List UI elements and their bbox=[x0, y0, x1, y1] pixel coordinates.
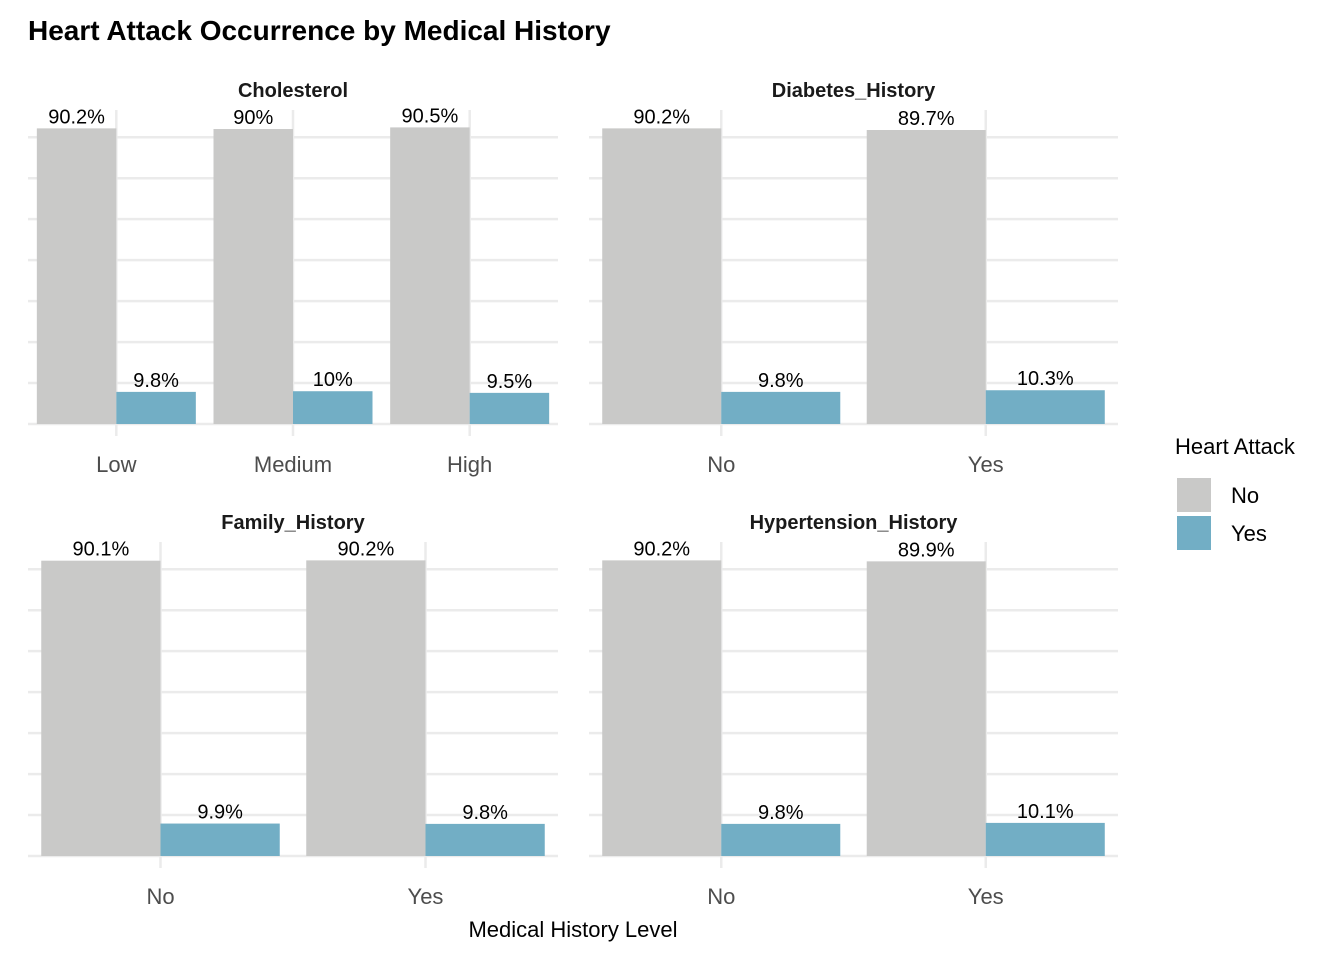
data-label: 9.8% bbox=[462, 802, 508, 824]
facet-panels: 90.2% 9.8% Low 90% 10% Medium 90.5% 9.5% High Cho… bbox=[28, 75, 1118, 909]
x-tick-label: No bbox=[707, 884, 735, 909]
legend-label: No bbox=[1231, 483, 1259, 508]
facet-panel-2: 90.2% 9.8% No 89.7% 10.3% Yes Diabetes_History bbox=[589, 75, 1118, 477]
bar-yes-medium bbox=[293, 391, 373, 424]
data-label: 9.8% bbox=[133, 370, 179, 392]
bar-no-no bbox=[602, 560, 722, 856]
bar-yes-yes bbox=[985, 822, 1105, 856]
bar-yes-low bbox=[116, 391, 196, 424]
data-label: 9.8% bbox=[758, 802, 804, 824]
x-axis-title: Medical History Level bbox=[468, 917, 677, 942]
bar-yes-no bbox=[721, 391, 841, 424]
data-label: 90.1% bbox=[73, 539, 130, 561]
facet-title: Hypertension_History bbox=[750, 512, 959, 534]
bar-no-low bbox=[36, 128, 117, 425]
data-label: 90.2% bbox=[338, 538, 395, 560]
facet-title: Diabetes_History bbox=[772, 80, 936, 102]
data-label: 89.9% bbox=[898, 539, 955, 561]
x-tick-label: Yes bbox=[968, 452, 1004, 477]
data-label: 90.2% bbox=[633, 538, 690, 560]
x-tick-label: Yes bbox=[408, 884, 444, 909]
bar-yes-no bbox=[160, 823, 280, 856]
legend-title: Heart Attack bbox=[1175, 434, 1296, 459]
data-label: 10.3% bbox=[1017, 368, 1074, 390]
legend-label: Yes bbox=[1231, 521, 1267, 546]
chart-title: Heart Attack Occurrence by Medical Histo… bbox=[28, 15, 611, 46]
data-label: 89.7% bbox=[898, 108, 955, 130]
data-label: 90.5% bbox=[402, 105, 459, 127]
strip-background bbox=[589, 507, 1118, 537]
x-tick-label: No bbox=[146, 884, 174, 909]
data-label: 90.2% bbox=[633, 106, 690, 128]
legend-key-yes bbox=[1177, 516, 1211, 550]
bar-no-no bbox=[41, 560, 161, 856]
x-tick-label: Medium bbox=[254, 452, 332, 477]
data-label: 10% bbox=[313, 369, 353, 391]
bar-yes-yes bbox=[425, 823, 545, 856]
facet-panel-3: 90.1% 9.9% No 90.2% 9.8% Yes Family_History bbox=[28, 507, 558, 909]
facet-title: Cholesterol bbox=[238, 80, 348, 102]
strip-background bbox=[589, 75, 1118, 105]
bar-yes-high bbox=[469, 392, 550, 424]
bar-no-yes bbox=[866, 130, 986, 424]
data-label: 90.2% bbox=[48, 106, 105, 128]
data-label: 90% bbox=[233, 107, 273, 129]
x-tick-label: High bbox=[447, 452, 492, 477]
data-label: 9.9% bbox=[197, 802, 243, 824]
bar-no-yes bbox=[866, 561, 986, 856]
legend: Heart Attack No Yes bbox=[1175, 434, 1296, 550]
bar-no-yes bbox=[306, 560, 426, 856]
x-tick-label: Low bbox=[96, 452, 136, 477]
legend-key-no bbox=[1177, 478, 1211, 512]
facet-title: Family_History bbox=[221, 512, 365, 534]
x-tick-label: Yes bbox=[968, 884, 1004, 909]
bar-no-high bbox=[390, 127, 470, 424]
facet-panel-1: 90.2% 9.8% Low 90% 10% Medium 90.5% 9.5% High Cho… bbox=[28, 75, 558, 477]
strip-background bbox=[28, 507, 558, 537]
bar-no-no bbox=[602, 128, 722, 425]
bar-yes-no bbox=[721, 823, 841, 856]
bar-yes-yes bbox=[985, 390, 1105, 424]
facet-panel-4: 90.2% 9.8% No 89.9% 10.1% Yes Hypertension_His… bbox=[589, 507, 1118, 909]
data-label: 9.8% bbox=[758, 370, 804, 392]
data-label: 10.1% bbox=[1017, 801, 1074, 823]
data-label: 9.5% bbox=[487, 371, 533, 393]
strip-background bbox=[28, 75, 558, 105]
bar-no-medium bbox=[213, 129, 293, 424]
x-tick-label: No bbox=[707, 452, 735, 477]
